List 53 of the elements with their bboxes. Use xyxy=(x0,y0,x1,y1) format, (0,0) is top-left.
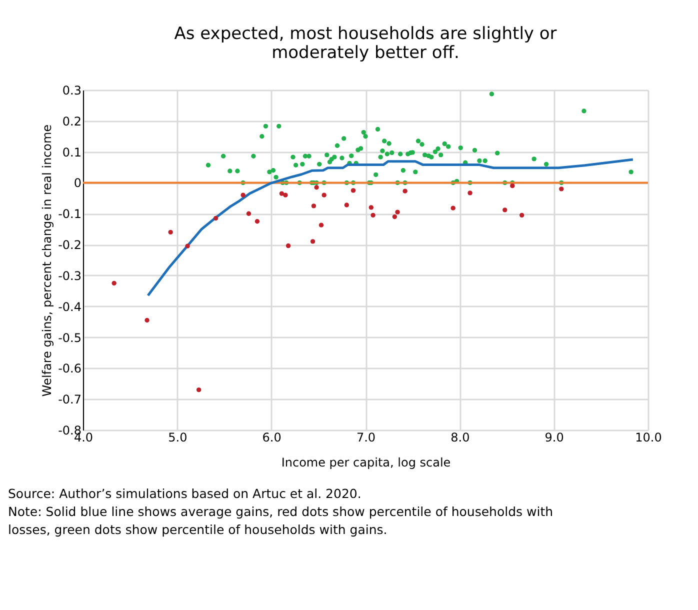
point xyxy=(246,211,252,216)
point xyxy=(314,185,319,190)
point xyxy=(213,216,218,221)
y-tick-label: 0.1 xyxy=(62,145,82,160)
point xyxy=(144,318,150,323)
y-tick-label: -0.3 xyxy=(58,268,82,283)
x-tick-label: 7.0 xyxy=(356,430,376,444)
y-tick-label: 0 xyxy=(74,176,82,190)
point xyxy=(283,192,288,198)
point xyxy=(344,202,350,208)
point xyxy=(286,243,291,248)
text: Note: Solid blue line shows average gains, red dots show percentile of households with losses, green dots show percentile of households with gains. xyxy=(8,504,554,537)
point xyxy=(519,212,524,218)
x-tick-label: 5.0 xyxy=(168,430,188,444)
source-note: Source: Author’s simulations based on Artuc et al. 2020. xyxy=(8,486,362,501)
y-tick-label: -0.2 xyxy=(58,238,82,252)
point xyxy=(310,239,316,244)
y-tick-label: 0.2 xyxy=(62,114,82,128)
point xyxy=(450,206,456,210)
y-tick-label: -0.6 xyxy=(58,362,82,376)
point xyxy=(370,212,376,218)
point xyxy=(468,190,472,196)
chart-title: As expected, most households are slightly or moderately better off. xyxy=(174,24,557,63)
y-tick-label: 0.3 xyxy=(62,84,82,98)
point xyxy=(559,186,564,192)
y-tick-label: -0.1 xyxy=(58,207,82,222)
point xyxy=(350,188,356,193)
point xyxy=(402,188,408,194)
point xyxy=(368,205,374,210)
point xyxy=(279,191,284,196)
y-axis-title: Welfare gains, percent change in real income xyxy=(40,124,54,397)
point xyxy=(168,230,173,235)
point xyxy=(510,183,515,188)
y-tick-label: -0.4 xyxy=(58,300,82,314)
point xyxy=(254,219,260,224)
y-tick-label: -0.5 xyxy=(58,330,82,345)
point xyxy=(196,387,202,392)
point xyxy=(395,210,400,214)
x-tick-label: 6.0 xyxy=(262,430,282,444)
x-tick-label: 9.0 xyxy=(544,430,564,444)
point xyxy=(240,192,246,198)
point xyxy=(322,192,326,198)
point xyxy=(502,208,508,212)
point xyxy=(392,214,398,220)
x-tick-label: 8.0 xyxy=(450,430,470,444)
point xyxy=(112,280,116,286)
point xyxy=(185,244,190,248)
x-tick-label: 10.0 xyxy=(635,430,662,444)
x-axis-title: Income per capita, log scale xyxy=(281,456,451,470)
point xyxy=(311,204,316,208)
y-tick-label: -0.7 xyxy=(58,392,82,407)
point xyxy=(318,222,324,228)
line-series xyxy=(146,158,634,297)
